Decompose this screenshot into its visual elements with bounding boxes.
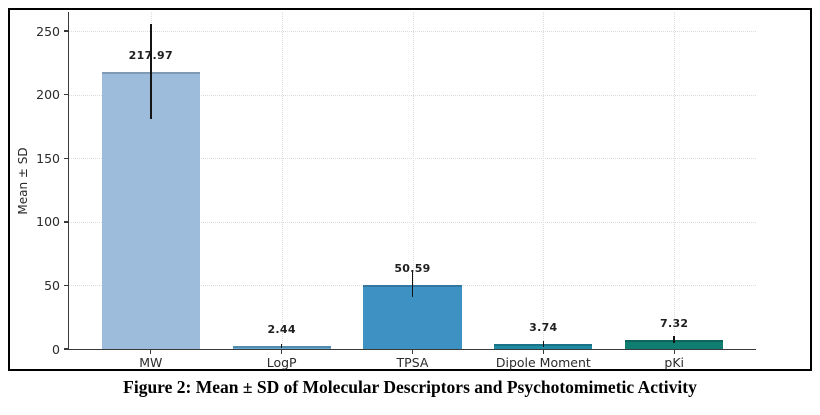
figure-frame: Mean ± SD 0 50 100 150 200 250 217.97 MW 2.44 Log… xyxy=(8,8,812,371)
x-tick-label: Dipole Moment xyxy=(495,355,591,370)
x-tick-mark xyxy=(280,349,283,354)
x-tick-mark xyxy=(150,349,152,354)
y-tick-mark xyxy=(64,284,69,287)
error-bar xyxy=(542,341,545,348)
v-gridline xyxy=(674,12,676,349)
y-tick-label: 100 xyxy=(36,214,60,230)
x-tick-label: LogP xyxy=(266,355,297,370)
y-tick-mark xyxy=(64,30,69,32)
y-tick-mark xyxy=(64,221,69,223)
x-tick-label: TPSA xyxy=(396,355,429,370)
plot-area: Mean ± SD 0 50 100 150 200 250 217.97 MW 2.44 Log… xyxy=(16,12,756,370)
y-tick-label: 150 xyxy=(36,150,60,166)
x-tick-mark xyxy=(673,349,675,354)
y-tick-label: 250 xyxy=(36,23,60,39)
bar-value-label: 217.97 xyxy=(128,48,173,62)
error-bar xyxy=(411,271,414,298)
bar-pki xyxy=(625,339,724,349)
x-tick-mark xyxy=(411,349,414,354)
y-tick-label: 0 xyxy=(52,341,60,357)
v-gridline xyxy=(281,12,283,349)
v-gridline xyxy=(412,12,414,349)
bar-value-label: 2.44 xyxy=(267,322,296,336)
error-bar xyxy=(280,343,283,348)
bar-value-label: 50.59 xyxy=(394,261,431,275)
x-tick-label: pKi xyxy=(664,355,684,370)
error-bar xyxy=(149,24,152,120)
x-tick-mark xyxy=(542,349,545,354)
x-tick-label: MW xyxy=(139,355,163,370)
bar-value-label: 3.74 xyxy=(529,321,558,335)
y-tick-label: 200 xyxy=(36,87,60,103)
v-gridline xyxy=(543,12,545,349)
bar-value-label: 7.32 xyxy=(660,316,689,330)
y-tick-mark xyxy=(64,157,69,159)
y-tick-mark xyxy=(64,93,69,96)
figure-caption: Figure 2: Mean ± SD of Molecular Descrip… xyxy=(123,377,697,397)
error-bar xyxy=(673,336,676,344)
y-tick-mark xyxy=(64,348,69,350)
y-tick-label: 50 xyxy=(44,277,60,293)
